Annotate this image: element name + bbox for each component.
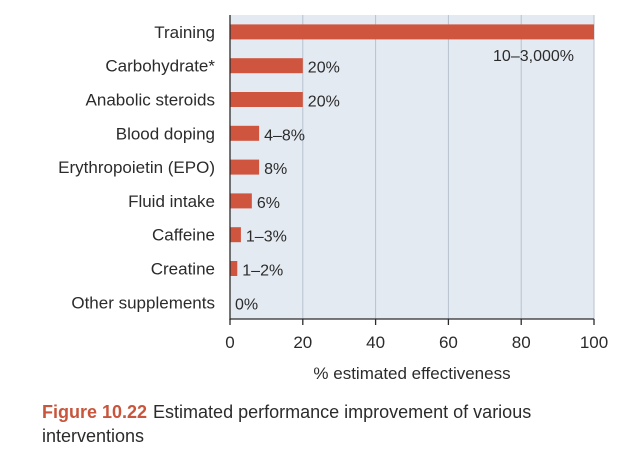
category-label: Other supplements bbox=[71, 293, 215, 312]
x-tick-label: 20 bbox=[293, 333, 312, 352]
x-tick-label: 100 bbox=[580, 333, 608, 352]
category-label: Erythropoietin (EPO) bbox=[58, 158, 215, 177]
x-tick-label: 60 bbox=[439, 333, 458, 352]
bar bbox=[230, 24, 594, 40]
data-label: 0% bbox=[235, 296, 258, 313]
bar bbox=[230, 125, 260, 141]
data-label: 10–3,000% bbox=[493, 48, 574, 65]
bar bbox=[230, 193, 252, 209]
figure-number: Figure 10.22 bbox=[42, 402, 148, 422]
category-label: Carbohydrate* bbox=[105, 57, 215, 76]
data-label: 20% bbox=[308, 94, 340, 111]
category-label: Anabolic steroids bbox=[86, 91, 215, 110]
x-tick-label: 0 bbox=[225, 333, 234, 352]
x-axis-title: % estimated effectiveness bbox=[313, 364, 510, 383]
category-label: Training bbox=[154, 23, 215, 42]
category-label: Caffeine bbox=[152, 226, 215, 245]
x-tick-label: 80 bbox=[512, 333, 531, 352]
data-label: 8% bbox=[264, 161, 287, 178]
category-label: Creatine bbox=[151, 260, 215, 279]
bar bbox=[230, 58, 303, 74]
data-label: 6% bbox=[257, 195, 280, 212]
figure-caption-text: Estimated performance improvement of var… bbox=[42, 402, 532, 446]
category-label: Fluid intake bbox=[128, 192, 215, 211]
x-tick-label: 40 bbox=[366, 333, 385, 352]
bar bbox=[230, 159, 260, 175]
data-label: 1–2% bbox=[242, 263, 283, 280]
category-label: Blood doping bbox=[116, 124, 215, 143]
data-label: 1–3% bbox=[246, 229, 287, 246]
bar bbox=[230, 92, 303, 107]
data-label: 4–8% bbox=[264, 127, 305, 144]
bar bbox=[230, 227, 241, 243]
data-label: 20% bbox=[308, 60, 340, 77]
bar bbox=[230, 261, 238, 276]
figure-caption: Figure 10.22 Estimated performance improv… bbox=[42, 400, 622, 448]
bar-chart: Training 10–3,000% Carbohydrate* 20% Anaboli… bbox=[58, 15, 608, 383]
